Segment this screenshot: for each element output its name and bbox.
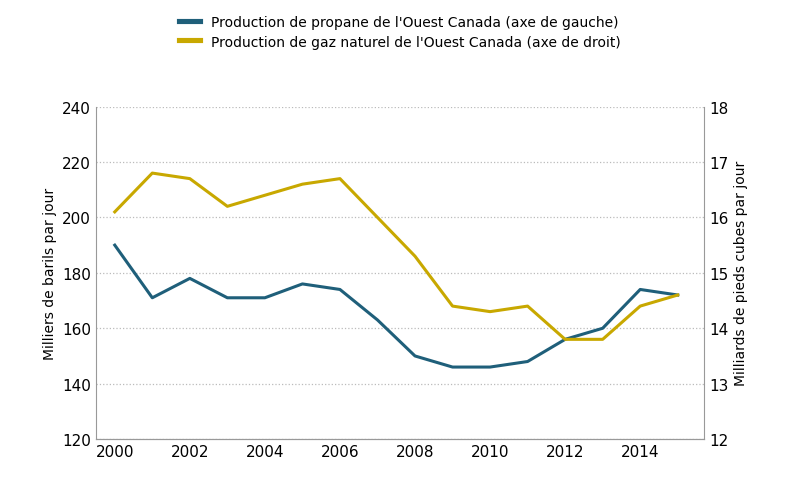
- Production de propane de l'Ouest Canada (axe de gauche): [410, 353, 420, 359]
- Production de propane de l'Ouest Canada (axe de gauche): [486, 365, 495, 370]
- Production de gaz naturel de l'Ouest Canada (axe de droit): [185, 176, 194, 182]
- Y-axis label: Milliers de barils par jour: Milliers de barils par jour: [42, 187, 57, 359]
- Line: Production de gaz naturel de l'Ouest Canada (axe de droit): Production de gaz naturel de l'Ouest Can…: [114, 174, 678, 340]
- Production de propane de l'Ouest Canada (axe de gauche): [448, 365, 458, 370]
- Production de gaz naturel de l'Ouest Canada (axe de droit): [448, 304, 458, 309]
- Production de propane de l'Ouest Canada (axe de gauche): [298, 282, 307, 287]
- Production de propane de l'Ouest Canada (axe de gauche): [673, 292, 682, 298]
- Line: Production de propane de l'Ouest Canada (axe de gauche): Production de propane de l'Ouest Canada …: [114, 245, 678, 367]
- Production de gaz naturel de l'Ouest Canada (axe de droit): [260, 193, 270, 199]
- Legend: Production de propane de l'Ouest Canada (axe de gauche), Production de gaz natur: Production de propane de l'Ouest Canada …: [175, 12, 625, 54]
- Production de gaz naturel de l'Ouest Canada (axe de droit): [598, 337, 607, 343]
- Y-axis label: Milliards de pieds cubes par jour: Milliards de pieds cubes par jour: [734, 161, 748, 386]
- Production de gaz naturel de l'Ouest Canada (axe de droit): [147, 171, 157, 177]
- Production de propane de l'Ouest Canada (axe de gauche): [222, 295, 232, 301]
- Production de gaz naturel de l'Ouest Canada (axe de droit): [410, 254, 420, 260]
- Production de propane de l'Ouest Canada (axe de gauche): [110, 243, 119, 248]
- Production de propane de l'Ouest Canada (axe de gauche): [335, 287, 345, 293]
- Production de propane de l'Ouest Canada (axe de gauche): [523, 359, 533, 365]
- Production de gaz naturel de l'Ouest Canada (axe de droit): [560, 337, 570, 343]
- Production de propane de l'Ouest Canada (axe de gauche): [185, 276, 194, 282]
- Production de gaz naturel de l'Ouest Canada (axe de droit): [222, 204, 232, 210]
- Production de propane de l'Ouest Canada (axe de gauche): [598, 325, 607, 331]
- Production de gaz naturel de l'Ouest Canada (axe de droit): [110, 209, 119, 215]
- Production de gaz naturel de l'Ouest Canada (axe de droit): [673, 292, 682, 298]
- Production de propane de l'Ouest Canada (axe de gauche): [260, 295, 270, 301]
- Production de gaz naturel de l'Ouest Canada (axe de droit): [523, 304, 533, 309]
- Production de gaz naturel de l'Ouest Canada (axe de droit): [486, 309, 495, 315]
- Production de gaz naturel de l'Ouest Canada (axe de droit): [373, 215, 382, 221]
- Production de gaz naturel de l'Ouest Canada (axe de droit): [335, 176, 345, 182]
- Production de propane de l'Ouest Canada (axe de gauche): [560, 337, 570, 343]
- Production de gaz naturel de l'Ouest Canada (axe de droit): [635, 304, 645, 309]
- Production de propane de l'Ouest Canada (axe de gauche): [147, 295, 157, 301]
- Production de propane de l'Ouest Canada (axe de gauche): [373, 317, 382, 323]
- Production de gaz naturel de l'Ouest Canada (axe de droit): [298, 182, 307, 188]
- Production de propane de l'Ouest Canada (axe de gauche): [635, 287, 645, 293]
